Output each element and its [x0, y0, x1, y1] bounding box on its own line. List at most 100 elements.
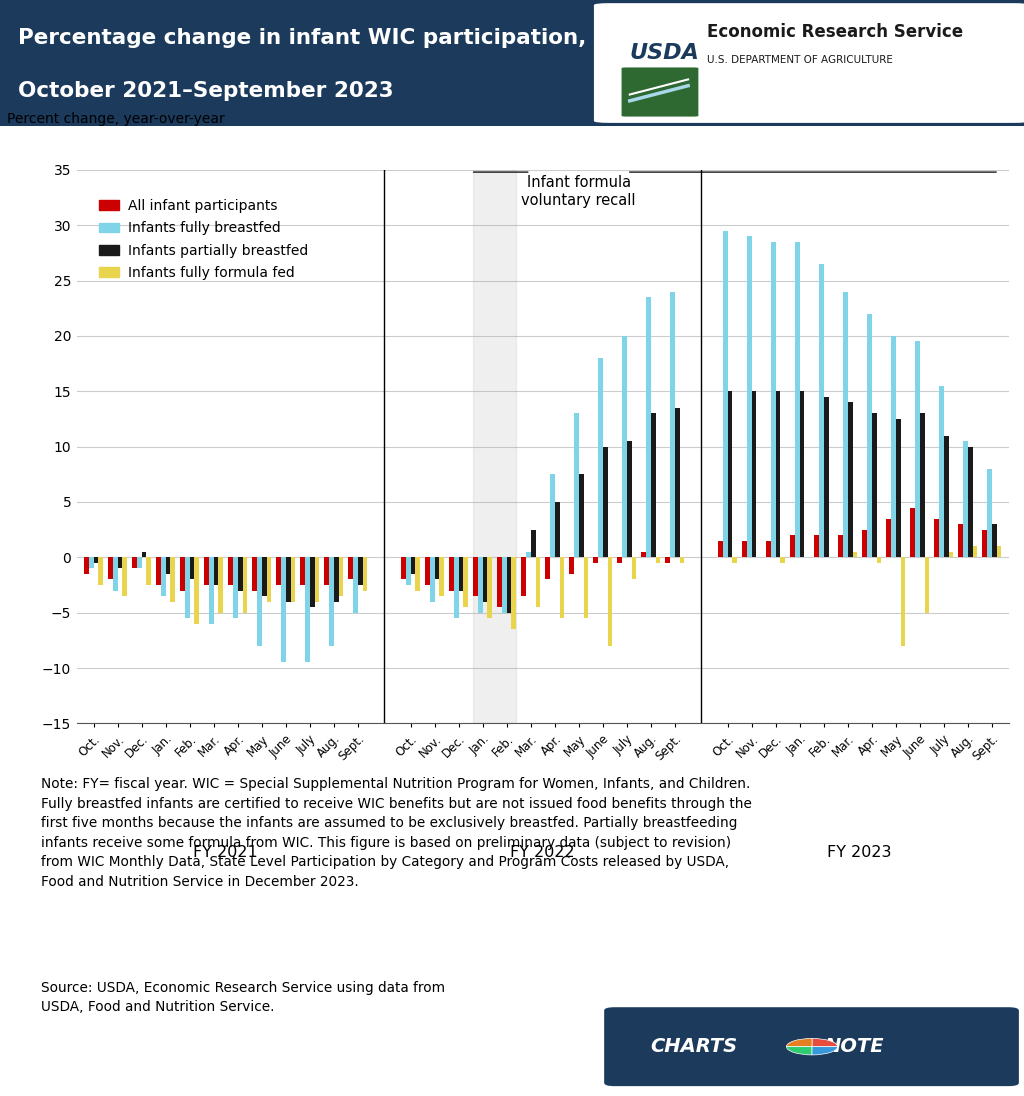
Text: U.S. DEPARTMENT OF AGRICULTURE: U.S. DEPARTMENT OF AGRICULTURE — [707, 56, 893, 66]
Bar — [132, 557, 137, 569]
Bar — [680, 557, 684, 563]
Bar — [286, 557, 291, 602]
Bar — [823, 397, 828, 557]
Bar — [920, 413, 925, 557]
Wedge shape — [812, 1047, 838, 1054]
Bar — [502, 557, 507, 613]
Legend: All infant participants, Infants fully breastfed, Infants partially breastfed, I: All infant participants, Infants fully b… — [93, 193, 313, 286]
Bar — [450, 557, 454, 591]
Bar — [362, 557, 368, 591]
Bar — [771, 242, 775, 557]
Bar — [973, 546, 978, 557]
Bar — [915, 342, 920, 557]
Bar — [329, 557, 334, 646]
Bar — [579, 475, 584, 557]
Text: FY 2022: FY 2022 — [510, 845, 575, 860]
Bar — [627, 441, 632, 557]
Bar — [507, 557, 512, 613]
Text: CHARTS: CHARTS — [650, 1037, 737, 1057]
Bar — [545, 557, 550, 580]
Text: FY 2021: FY 2021 — [194, 845, 258, 860]
Bar — [464, 557, 468, 607]
Bar — [430, 557, 434, 602]
Bar — [214, 557, 218, 585]
Bar — [728, 391, 732, 557]
Text: of: of — [794, 1040, 807, 1053]
Bar — [93, 557, 98, 563]
Bar — [406, 557, 411, 585]
Bar — [185, 557, 189, 618]
Bar — [218, 557, 223, 613]
Bar — [281, 557, 286, 662]
Bar — [848, 402, 853, 557]
Bar — [617, 557, 622, 563]
Bar — [434, 557, 439, 580]
Bar — [161, 557, 166, 596]
Bar — [141, 551, 146, 557]
Bar — [137, 557, 141, 569]
Bar — [939, 386, 944, 557]
Bar — [98, 557, 103, 585]
Bar — [113, 557, 118, 591]
Wedge shape — [786, 1039, 812, 1047]
Bar — [641, 551, 646, 557]
Bar — [189, 557, 195, 580]
Bar — [896, 419, 900, 557]
Bar — [559, 557, 564, 618]
Bar — [238, 557, 243, 591]
Text: USDA: USDA — [630, 43, 699, 62]
Text: Note: FY= fiscal year. WIC = Special Supplemental Nutrition Program for Women, I: Note: FY= fiscal year. WIC = Special Sup… — [41, 777, 752, 889]
Bar — [473, 557, 478, 596]
Bar — [459, 557, 464, 591]
Text: Source: USDA, Economic Research Service using data from
USDA, Food and Nutrition: Source: USDA, Economic Research Service … — [41, 981, 445, 1015]
Bar — [675, 408, 680, 557]
Bar — [416, 557, 420, 591]
Bar — [526, 551, 530, 557]
Bar — [800, 391, 805, 557]
Bar — [718, 540, 723, 557]
Bar — [334, 557, 339, 602]
Bar — [314, 557, 319, 602]
Bar — [305, 557, 309, 662]
Bar — [723, 231, 728, 557]
Bar — [598, 358, 603, 557]
Bar — [867, 313, 871, 557]
Bar — [746, 237, 752, 557]
Bar — [309, 557, 314, 607]
Bar — [838, 535, 843, 557]
Bar — [550, 475, 555, 557]
Bar — [819, 264, 823, 557]
Bar — [603, 447, 607, 557]
Text: NOTE: NOTE — [824, 1037, 884, 1057]
Bar — [266, 557, 271, 602]
Bar — [257, 557, 262, 646]
Bar — [632, 557, 636, 580]
Bar — [670, 292, 675, 557]
Text: October 2021–September 2023: October 2021–September 2023 — [18, 81, 394, 101]
Bar — [555, 502, 559, 557]
Wedge shape — [812, 1039, 838, 1047]
Bar — [982, 529, 987, 557]
Bar — [968, 447, 973, 557]
Text: Percent change, year-over-year: Percent change, year-over-year — [7, 112, 224, 126]
Bar — [948, 551, 953, 557]
Bar — [521, 557, 526, 596]
Bar — [666, 557, 670, 563]
Bar — [348, 557, 353, 580]
Bar — [958, 524, 963, 557]
Bar — [862, 529, 867, 557]
Bar — [871, 413, 877, 557]
Bar — [891, 335, 896, 557]
FancyBboxPatch shape — [594, 3, 1024, 123]
Bar — [276, 557, 281, 585]
Bar — [454, 557, 459, 618]
Bar — [776, 391, 780, 557]
Bar — [166, 557, 170, 574]
Bar — [853, 551, 857, 557]
Bar — [752, 391, 757, 557]
Bar — [195, 557, 200, 624]
Bar — [651, 413, 655, 557]
Bar — [622, 335, 627, 557]
Bar — [439, 557, 444, 596]
Bar — [473, 170, 516, 723]
